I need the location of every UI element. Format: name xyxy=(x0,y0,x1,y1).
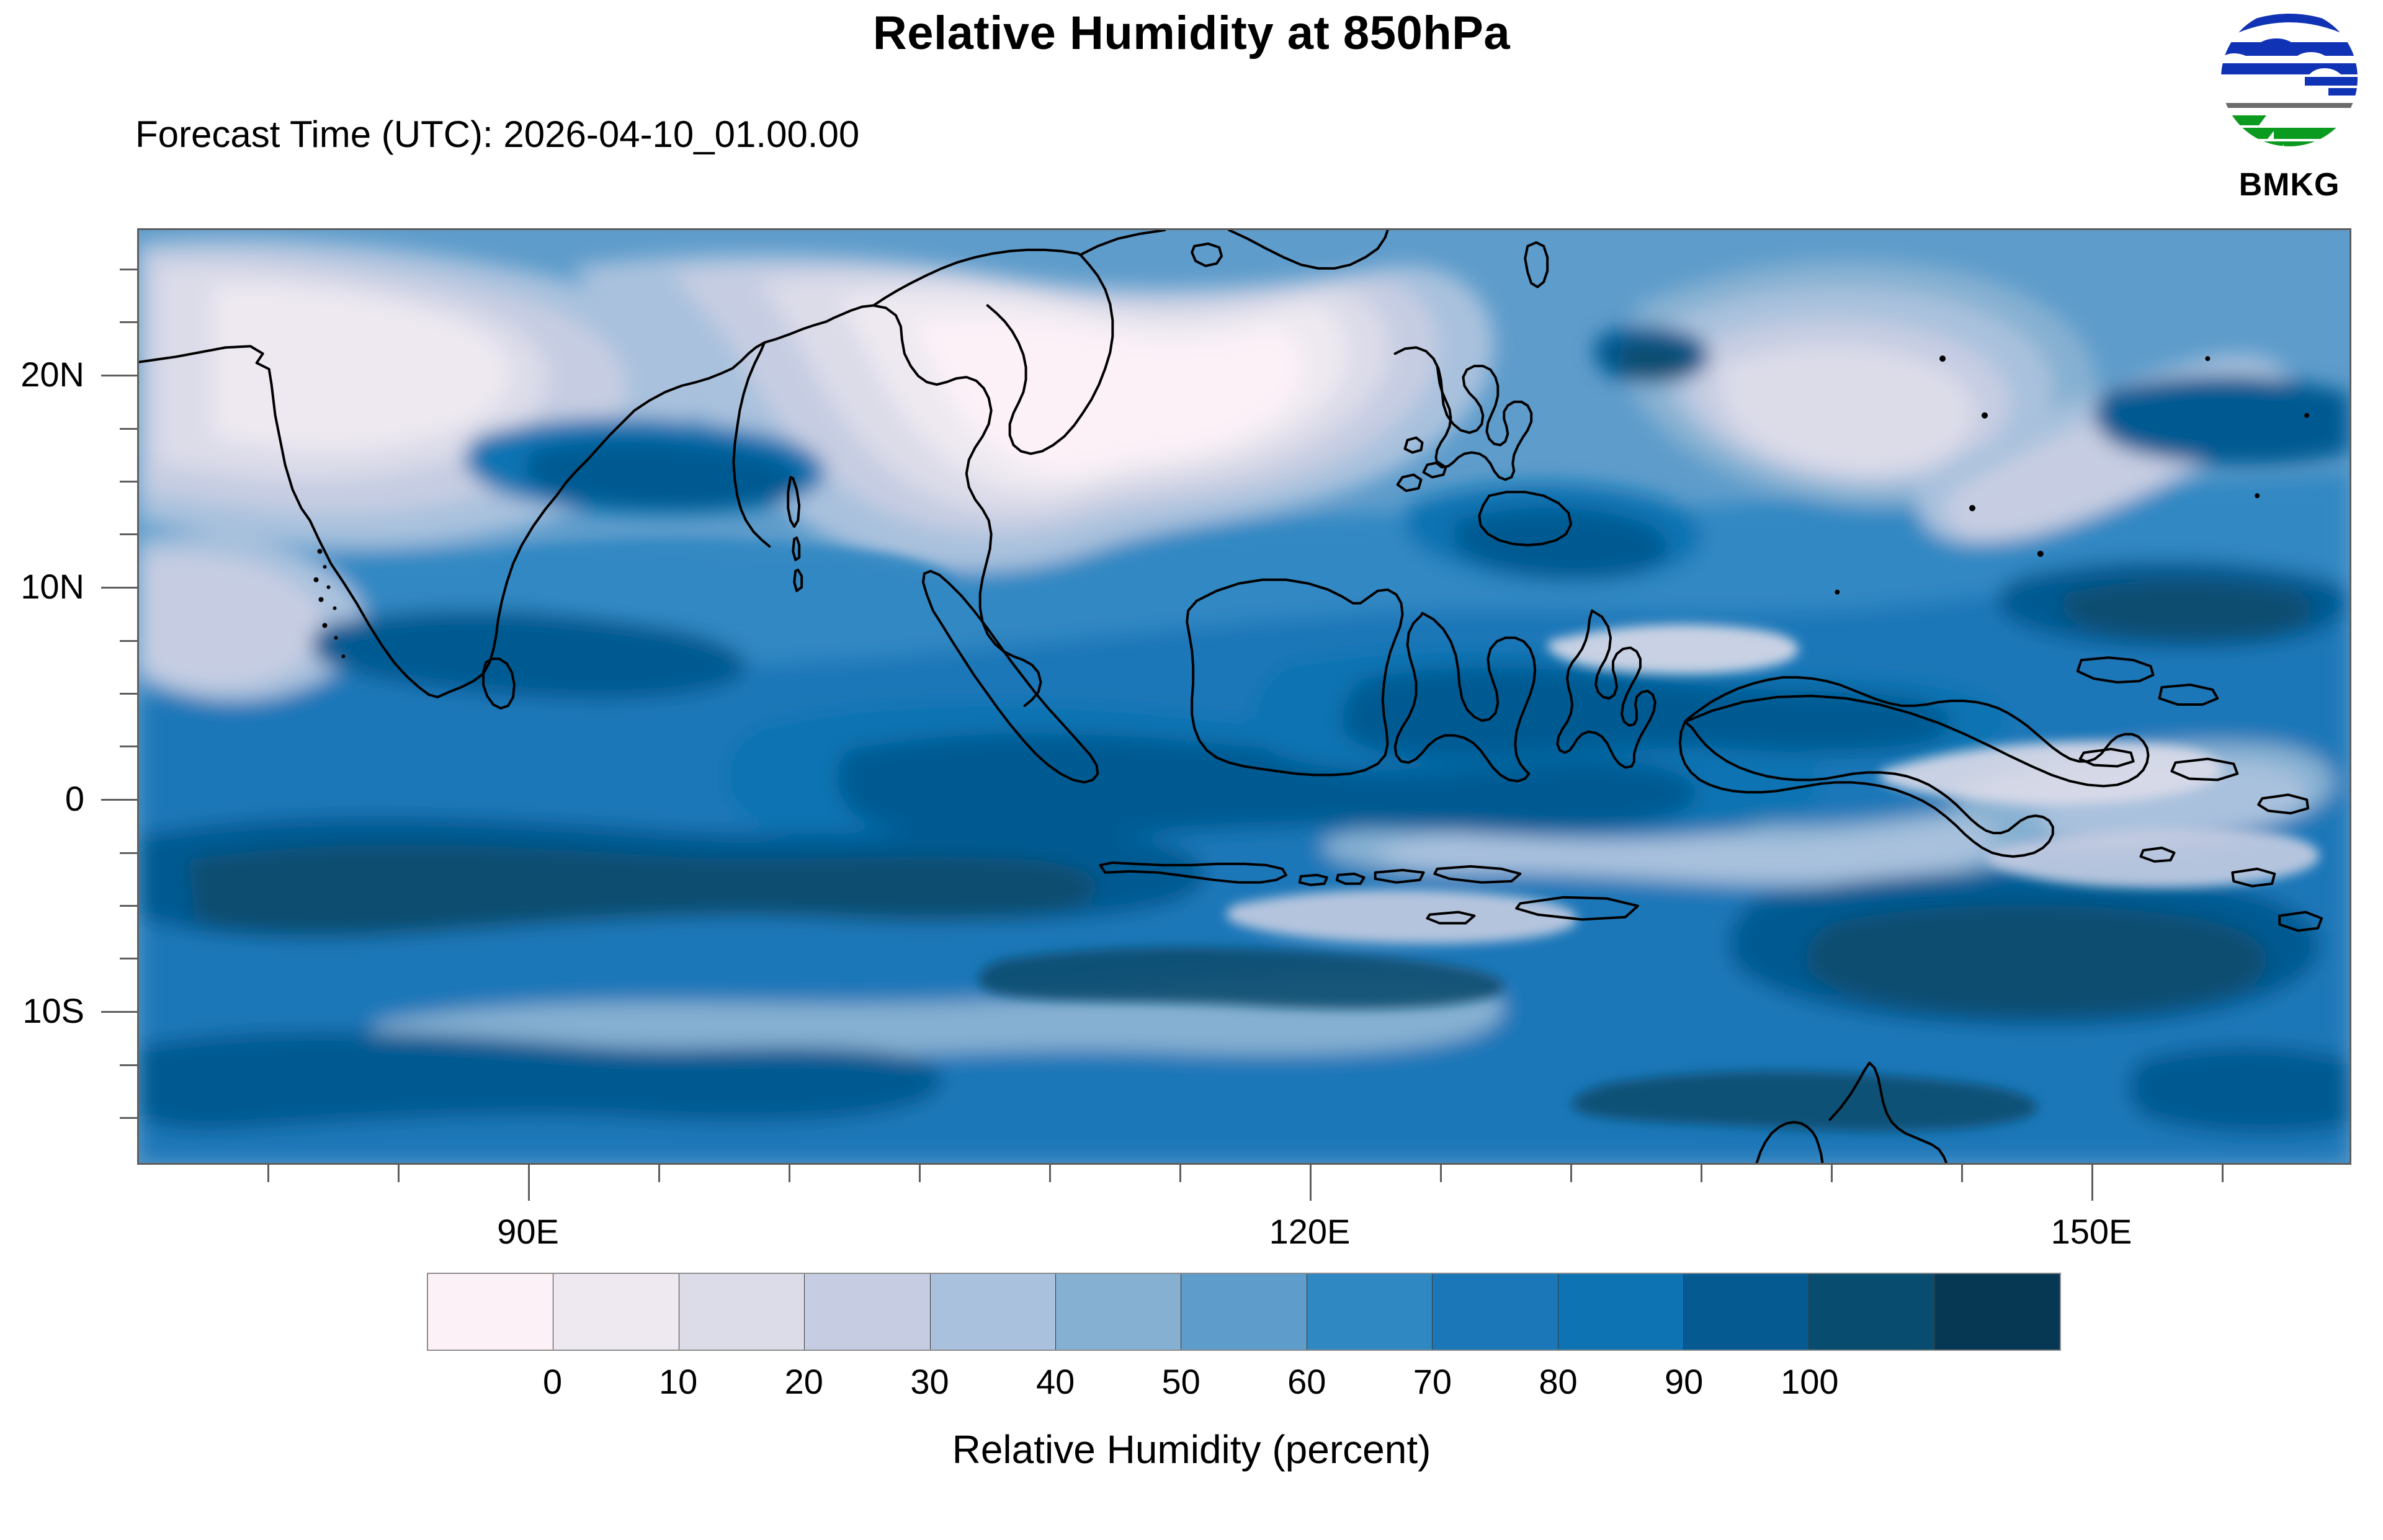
colorbar-tick: 80 xyxy=(1539,1362,1578,1401)
y-axis-label-10S: 10S xyxy=(22,991,84,1030)
page-title: Relative Humidity at 850hPa xyxy=(872,7,1511,60)
x-tick-minor xyxy=(1179,1165,1181,1182)
x-tick-minor xyxy=(1701,1165,1702,1182)
y-tick-minor xyxy=(120,640,137,642)
colorbar-tick: 50 xyxy=(1161,1362,1200,1401)
x-axis-label-90E: 90E xyxy=(497,1212,559,1251)
y-tick-minor xyxy=(120,905,137,907)
colorbar-swatch xyxy=(1433,1274,1558,1350)
y-tick-minor xyxy=(120,481,137,483)
y-tick-minor xyxy=(120,428,137,430)
colorbar-swatch xyxy=(553,1274,679,1350)
colorbar-tick: 20 xyxy=(784,1362,823,1401)
bmkg-wordmark: BMKG xyxy=(2238,167,2340,203)
y-tick-minor xyxy=(120,321,137,323)
y-axis-label-20N: 20N xyxy=(20,355,84,394)
x-tick-150E xyxy=(2091,1165,2093,1201)
y-tick-10N xyxy=(101,587,137,589)
colorbar-swatch xyxy=(1307,1274,1433,1350)
y-tick-minor xyxy=(120,269,137,270)
colorbar-tick: 60 xyxy=(1287,1362,1326,1401)
colorbar-swatch xyxy=(930,1274,1056,1350)
x-tick-minor xyxy=(398,1165,400,1182)
x-tick-minor xyxy=(919,1165,921,1182)
y-tick-minor xyxy=(120,1117,137,1119)
y-tick-minor xyxy=(120,852,137,854)
colorbar-swatch xyxy=(428,1274,554,1350)
colorbar-tick: 30 xyxy=(910,1362,949,1401)
colorbar-tick: 100 xyxy=(1781,1362,1839,1401)
bmkg-logo-icon xyxy=(2212,4,2367,208)
colorbar-swatch xyxy=(1934,1274,2060,1350)
colorbar-swatch xyxy=(1683,1274,1810,1350)
forecast-time-label: Forecast Time (UTC): 2026-04-10_01.00.00 xyxy=(135,113,860,155)
x-tick-minor xyxy=(2222,1165,2224,1182)
y-tick-10S xyxy=(101,1011,137,1013)
colorbar-tick: 90 xyxy=(1665,1362,1704,1401)
colorbar-swatch xyxy=(805,1274,931,1350)
x-tick-120E xyxy=(1310,1165,1312,1201)
x-tick-minor xyxy=(1961,1165,1963,1182)
colorbar-tick: 10 xyxy=(659,1362,698,1401)
x-tick-90E xyxy=(528,1165,530,1201)
x-tick-minor xyxy=(789,1165,790,1182)
humidity-map xyxy=(137,228,2351,1165)
y-tick-minor xyxy=(120,958,137,959)
colorbar-tick-labels: 0 10 20 30 40 50 60 70 80 90 100 xyxy=(427,1364,2061,1414)
colorbar-swatch xyxy=(1809,1274,1935,1350)
x-tick-minor xyxy=(1570,1165,1572,1182)
y-tick-minor xyxy=(120,693,137,695)
y-tick-20N xyxy=(101,375,137,376)
colorbar xyxy=(427,1273,2061,1351)
x-axis-label-120E: 120E xyxy=(1269,1212,1351,1251)
colorbar-tick: 0 xyxy=(543,1362,563,1401)
y-axis-label-10N: 10N xyxy=(20,567,84,606)
x-axis-label-150E: 150E xyxy=(2050,1212,2132,1251)
x-tick-minor xyxy=(267,1165,269,1182)
y-tick-0 xyxy=(101,799,137,801)
colorbar-swatch xyxy=(679,1274,805,1350)
y-tick-minor xyxy=(120,533,137,535)
colorbar-swatch xyxy=(1558,1274,1684,1350)
y-tick-minor xyxy=(120,1064,137,1066)
y-axis-label-0: 0 xyxy=(65,779,84,818)
colorbar-tick: 40 xyxy=(1035,1362,1075,1401)
colorbar-swatch xyxy=(1055,1274,1182,1350)
colorbar-caption: Relative Humidity (percent) xyxy=(952,1427,1431,1472)
x-tick-minor xyxy=(658,1165,660,1182)
x-tick-minor xyxy=(1049,1165,1051,1182)
x-tick-minor xyxy=(1831,1165,1833,1182)
colorbar-tick: 70 xyxy=(1413,1362,1452,1401)
y-tick-minor xyxy=(120,746,137,747)
x-tick-minor xyxy=(1440,1165,1442,1182)
colorbar-swatch xyxy=(1181,1274,1307,1350)
